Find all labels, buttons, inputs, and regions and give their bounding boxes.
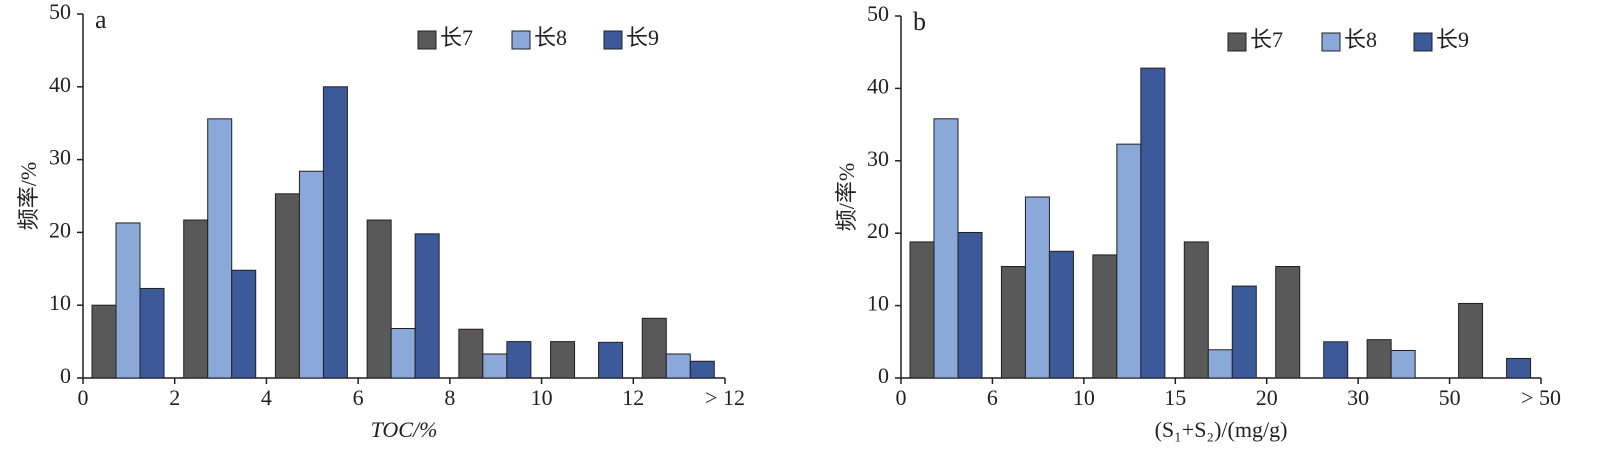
bar [1048, 250, 1074, 379]
legend-swatch [1413, 32, 1433, 52]
x-tick-label: 30 [1347, 385, 1369, 410]
legend-label: 长7 [440, 25, 473, 50]
legend-swatch [1227, 32, 1247, 52]
bar [1231, 285, 1257, 379]
bar [641, 317, 667, 379]
legend-swatch [417, 30, 437, 50]
legend-label: 长9 [1436, 27, 1469, 52]
x-tick-label: 0 [896, 385, 907, 410]
bar [1506, 357, 1532, 379]
x-tick-label: 50 [1439, 385, 1461, 410]
x-tick-label: 15 [1164, 385, 1186, 410]
bar [1207, 349, 1233, 379]
y-tick-label: 40 [867, 73, 889, 98]
x-tick-label: 10 [531, 385, 553, 410]
bar [1092, 254, 1118, 379]
y-tick-label: 50 [49, 0, 71, 24]
y-tick-label: 30 [867, 146, 889, 171]
bar [1366, 339, 1392, 379]
panel-label: a [95, 5, 107, 34]
bar [1275, 266, 1301, 379]
bar [665, 353, 691, 379]
y-tick-label: 0 [878, 363, 889, 388]
x-tick-label: 6 [353, 385, 364, 410]
x-tick-label: 10 [1073, 385, 1095, 410]
y-tick-label: 20 [867, 218, 889, 243]
bar [1323, 341, 1349, 379]
bar [322, 86, 348, 379]
panel-label: b [913, 7, 926, 36]
bar [139, 287, 165, 379]
bar [183, 219, 209, 379]
legend-label: 长8 [534, 25, 567, 50]
legend-label: 长8 [1344, 27, 1377, 52]
y-tick-label: 0 [60, 363, 71, 388]
legend-label: 长7 [1250, 27, 1283, 52]
y-axis-label: 频率/% [16, 162, 41, 230]
bar [458, 328, 484, 379]
y-tick-label: 30 [49, 145, 71, 170]
bar [482, 353, 508, 379]
y-tick-label: 50 [867, 1, 889, 26]
x-tick-label: > 50 [1521, 385, 1561, 410]
bar [1458, 302, 1484, 379]
legend-swatch [511, 30, 531, 50]
bar [909, 241, 935, 379]
bar [933, 118, 959, 379]
bar [207, 118, 233, 379]
bar [598, 341, 624, 379]
bar [366, 219, 392, 379]
x-axis-label: TOC/% [371, 417, 438, 442]
y-tick-label: 20 [49, 217, 71, 242]
bar [957, 231, 983, 379]
bar [91, 304, 117, 379]
x-tick-label: 4 [261, 385, 272, 410]
bar [1024, 196, 1050, 379]
bar [274, 193, 300, 379]
x-tick-label: 6 [987, 385, 998, 410]
x-axis-label: (S₁+S₂)/(mg/g) [1155, 417, 1288, 442]
x-tick-label: 12 [622, 385, 644, 410]
x-tick-label: 20 [1256, 385, 1278, 410]
bar [1140, 67, 1166, 379]
bar [689, 360, 715, 379]
legend-swatch [603, 30, 623, 50]
y-axis-label: 频/率% [834, 163, 859, 231]
legend-label: 长9 [626, 25, 659, 50]
bar [115, 222, 141, 379]
y-tick-label: 10 [867, 291, 889, 316]
bar [1183, 241, 1209, 379]
bar [1000, 266, 1026, 379]
x-tick-label: > 12 [705, 385, 745, 410]
bar [1390, 349, 1416, 379]
bar [231, 269, 257, 379]
bar [414, 233, 440, 379]
x-tick-label: 0 [78, 385, 89, 410]
bar [550, 341, 576, 379]
bar [298, 170, 324, 379]
bar [390, 327, 416, 379]
x-tick-label: 2 [169, 385, 180, 410]
bar [506, 341, 532, 379]
x-tick-label: 8 [444, 385, 455, 410]
legend-swatch [1321, 32, 1341, 52]
y-tick-label: 10 [49, 290, 71, 315]
bar [1116, 143, 1142, 379]
y-tick-label: 40 [49, 72, 71, 97]
